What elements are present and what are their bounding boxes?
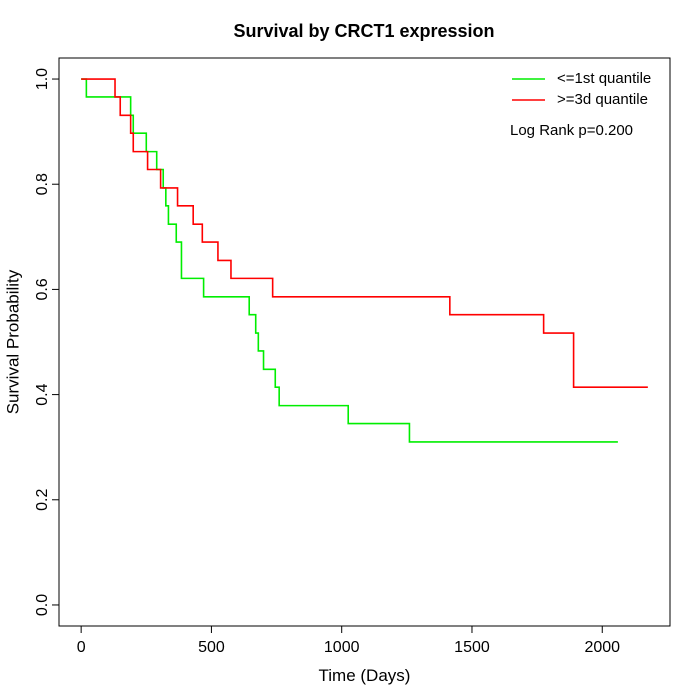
x-tick-label: 2000 [584, 639, 620, 656]
log-rank-annotation: Log Rank p=0.200 [510, 122, 633, 139]
y-tick-label: 0.4 [34, 383, 51, 405]
y-axis: 0.0 0.2 0.4 0.6 0.8 1.0 [34, 68, 60, 616]
legend-label-2: >=3d quantile [557, 91, 648, 108]
x-axis: 0 500 1000 1500 2000 [77, 625, 620, 656]
legend: <=1st quantile >=3d quantile [512, 70, 651, 108]
x-tick-label: 0 [77, 639, 86, 656]
y-tick-label: 0.6 [34, 278, 51, 300]
chart-title: Survival by CRCT1 expression [233, 21, 494, 41]
y-tick-label: 0.2 [34, 489, 51, 511]
y-tick-label: 0.0 [34, 594, 51, 616]
series-group [81, 78, 648, 443]
series-line-2 [81, 78, 648, 389]
y-axis-label: Survival Probability [3, 269, 22, 414]
x-tick-label: 1000 [324, 639, 360, 656]
y-tick-label: 1.0 [34, 68, 51, 90]
y-tick-label: 0.8 [34, 173, 51, 195]
x-tick-label: 500 [198, 639, 225, 656]
series-line-1 [81, 78, 618, 443]
x-axis-label: Time (Days) [319, 666, 411, 685]
plot-area-frame [58, 57, 671, 627]
x-tick-label: 1500 [454, 639, 490, 656]
legend-label-1: <=1st quantile [557, 70, 651, 87]
